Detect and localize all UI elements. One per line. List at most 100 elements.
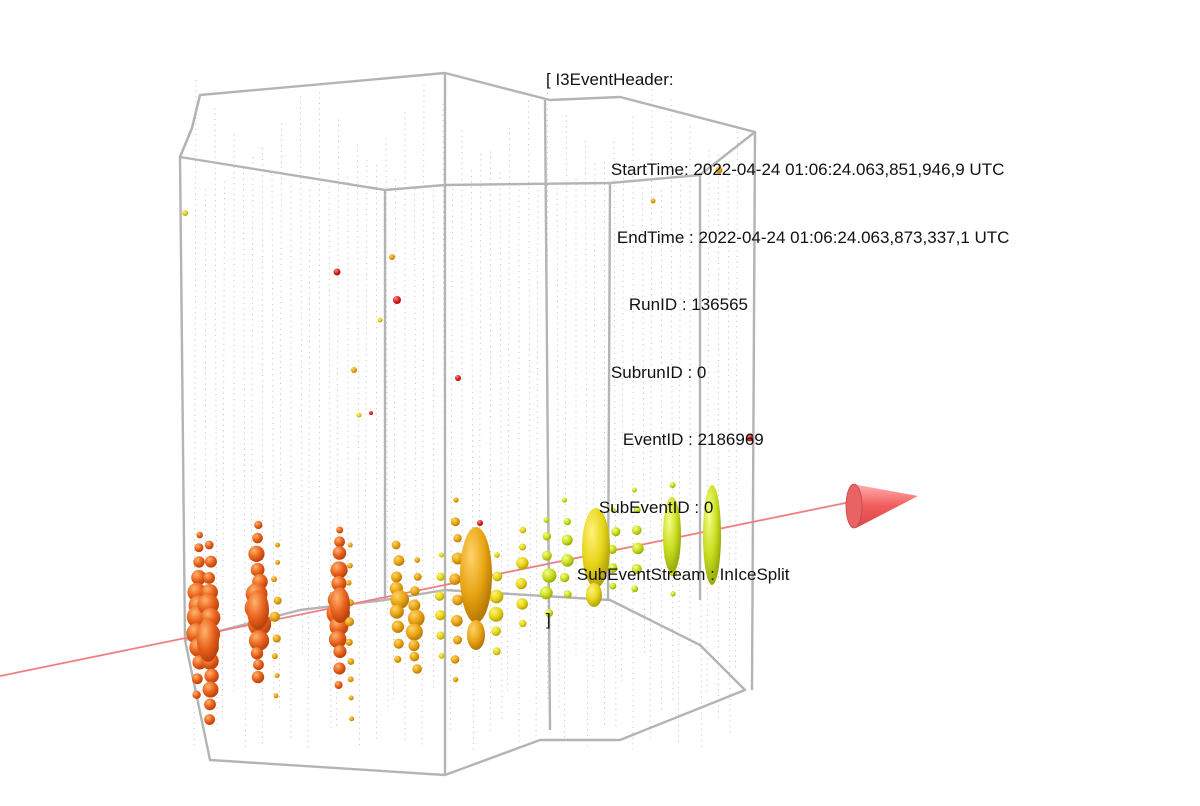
cone-body [852, 484, 918, 528]
field-value: 2022-04-24 01:06:24.063,851,946,9 UTC [693, 160, 1005, 179]
hit-sphere [391, 620, 405, 633]
hit-sphere-isolated [351, 367, 357, 373]
hit-sphere [196, 531, 203, 539]
hit-sphere [631, 564, 642, 575]
detector-string [507, 127, 510, 692]
hit-sphere [408, 639, 420, 652]
hit-sphere [670, 591, 676, 597]
detector-outline-edge [750, 131, 757, 691]
hit-sphere [611, 527, 621, 537]
hit-sphere [559, 572, 570, 583]
hit-sphere [193, 556, 205, 568]
hit-sphere [609, 582, 617, 590]
hit-sphere [248, 545, 265, 562]
detector-string [421, 84, 425, 748]
hit-sphere [492, 647, 501, 656]
hit-sphere [273, 596, 282, 605]
hit-sphere [407, 609, 425, 627]
hit-sphere [563, 590, 572, 599]
hit-sphere-isolated [455, 375, 461, 381]
detector-outline-edge [543, 99, 552, 731]
field-label: EndTime [616, 227, 685, 247]
detector-string [307, 189, 311, 750]
detector-outline [178, 71, 757, 777]
hit-cluster [663, 497, 681, 573]
hit-sphere [452, 594, 464, 606]
hit-sphere [252, 532, 263, 544]
hit-sphere [632, 542, 644, 555]
hit-sphere [414, 557, 421, 563]
hit-cluster [467, 620, 485, 650]
hit-sphere [516, 598, 528, 610]
detector-string [300, 96, 303, 658]
hit-sphere [334, 536, 345, 548]
detector-string [414, 188, 417, 647]
hit-sphere-isolated [393, 296, 401, 304]
hit-cluster [197, 618, 219, 662]
hit-sphere [438, 652, 445, 659]
hit-sphere [633, 506, 641, 514]
hit-sphere-isolated [477, 520, 483, 526]
detector-string [528, 100, 531, 646]
hit-sphere [519, 619, 527, 628]
detector-string [556, 187, 560, 712]
hit-sphere [272, 634, 281, 643]
hit-sphere [494, 552, 500, 558]
hit-sphere [271, 653, 278, 660]
hit-sphere [202, 681, 219, 698]
hit-sphere [561, 497, 568, 503]
hit-sphere [449, 573, 461, 585]
hit-sphere [275, 542, 281, 548]
hit-sphere-isolated [333, 268, 341, 276]
hit-sphere [274, 673, 280, 679]
hit-sphere-isolated [715, 166, 723, 174]
hit-sphere [345, 638, 353, 646]
event-header-field-runid: RunID : 136565 [628, 295, 748, 314]
hit-sphere [452, 676, 459, 683]
hit-sphere [410, 586, 420, 596]
hit-sphere [489, 589, 504, 604]
hit-sphere [438, 552, 444, 558]
hit-sphere [450, 655, 460, 664]
hit-sphere [191, 673, 203, 685]
hit-sphere [436, 572, 445, 581]
hit-sphere [347, 542, 353, 548]
hit-sphere [347, 658, 355, 665]
hit-sphere [391, 540, 401, 550]
hit-sphere [250, 647, 264, 660]
hit-sphere [275, 559, 281, 565]
hit-sphere [204, 714, 215, 725]
hit-sphere [561, 534, 573, 546]
hit-sphere [541, 550, 552, 561]
detector-string [613, 141, 617, 728]
cone-arrow-icon [845, 483, 918, 529]
hit-sphere [488, 606, 504, 622]
hit-sphere [542, 568, 557, 583]
hit-sphere [269, 611, 280, 622]
hit-sphere [393, 555, 405, 566]
hit-sphere [204, 540, 214, 550]
hit-cluster [247, 590, 269, 630]
detector-string [250, 156, 254, 646]
hit-sphere-isolated [369, 411, 373, 415]
field-label: RunID [628, 295, 678, 314]
hit-sphere [331, 575, 347, 591]
hit-sphere [391, 571, 403, 583]
hit-sphere [203, 571, 215, 584]
hit-sphere [631, 585, 639, 593]
hit-sphere-isolated [182, 210, 188, 216]
hit-sphere [349, 716, 355, 722]
detector-string [271, 174, 275, 702]
hit-cluster [582, 508, 610, 588]
field-value: InIceSplit [719, 565, 790, 584]
dom-hits [182, 166, 754, 725]
hit-sphere [250, 562, 265, 577]
hit-sphere [519, 526, 527, 534]
hit-sphere [251, 670, 265, 684]
detector-outline-edge [183, 588, 747, 777]
hit-sphere [542, 532, 552, 541]
detector-string [222, 181, 225, 720]
hit-sphere [271, 576, 278, 583]
hit-sphere [450, 517, 460, 527]
